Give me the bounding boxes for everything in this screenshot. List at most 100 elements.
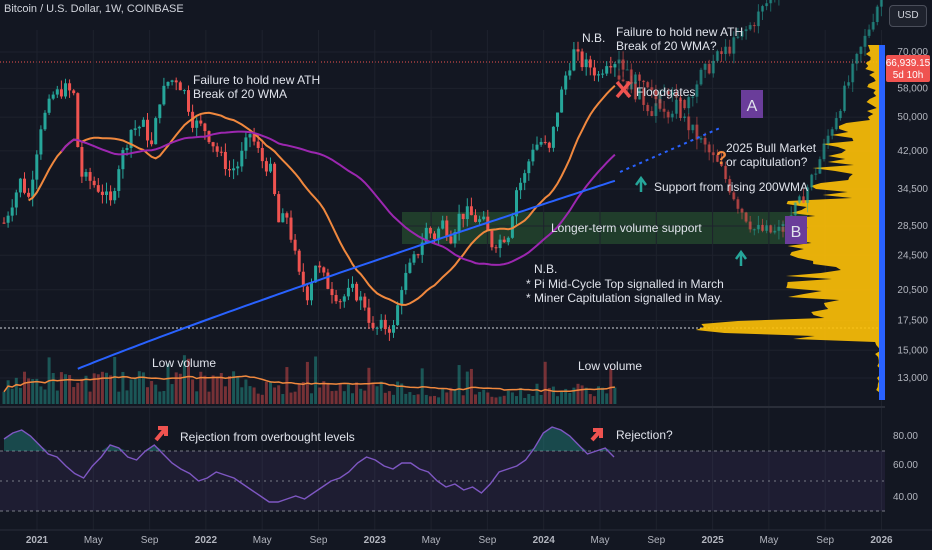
candle-body [59,89,63,97]
volume-bar [338,383,342,404]
volume-bar [424,394,428,404]
volume-bar [215,376,219,404]
candle-body [178,82,182,91]
candle-body [150,140,154,145]
projection-body [642,88,646,105]
candle-body [584,59,588,68]
projection-body [658,99,662,109]
volume-bar [14,377,18,404]
up-arrow-icon-2 [734,249,748,266]
projection-body [720,51,723,55]
candle-body [84,172,88,177]
annotation-ath1-l1: Failure to hold new ATH [193,73,320,87]
candle-body [556,112,559,127]
volume-bar [392,394,395,404]
candle-body [506,237,510,243]
candle-body [531,149,535,162]
candle-body [576,49,580,52]
candle-body [170,80,174,82]
volume-bar [199,371,203,404]
candle-body [125,147,129,151]
candle-body [597,74,600,76]
candle-body [547,142,551,148]
projection-body [761,6,764,12]
currency-button[interactable]: USD [889,5,927,27]
volume-bar [564,388,568,404]
volume-bar [23,371,26,404]
volume-bar [301,381,305,404]
candle-body [318,265,322,268]
candle-body [568,70,572,76]
candle-body [560,89,564,113]
projection-body [810,174,814,188]
volume-bar [506,390,510,404]
question-mark-icon: ? [716,148,727,168]
volume-bar [137,371,141,404]
volume-bar [277,385,281,404]
projection-body [646,82,650,88]
volume-bar [457,365,461,404]
rsi-line [3,426,615,503]
candle-body [23,178,26,193]
candle-body [490,230,494,248]
candle-body [129,129,133,148]
volume-bar [379,381,383,404]
candle-body [47,98,51,113]
projection-body [654,89,658,100]
volume-bar [285,367,289,404]
projection-body [830,129,834,136]
volume-bar [178,373,182,404]
candle-body [564,75,568,90]
rsi-band [0,451,885,511]
volume-bar [84,375,88,404]
volume-bar [96,374,100,404]
candle-body [248,134,252,138]
volume-bar [68,375,72,404]
candle-body [539,141,543,145]
projection-body [822,143,826,160]
projection-body [736,199,740,209]
volume-bar [355,382,359,404]
volume-bar [35,378,39,404]
volume-bar [412,394,416,404]
projection-body [752,229,756,231]
candle-body [613,64,617,68]
volume-bar [162,390,166,404]
candle-body [498,239,502,249]
price-tick-label: 50,000 [897,112,928,123]
projection-body [679,99,682,101]
projection-body [695,84,699,97]
projection-body [621,79,625,82]
volume-bar [310,393,313,404]
projection-body [826,135,830,144]
volume-bar [252,387,256,404]
candle-body [482,216,486,220]
volume-bar [281,393,285,404]
candle-body [527,161,531,174]
projection-body [715,155,719,162]
volume-bar [441,388,445,404]
price-tag-countdown: 5d 10h [893,70,924,81]
time-tick-label: 2022 [195,535,218,546]
projection-body [666,91,670,95]
projection-body [728,179,732,193]
volume-bar [330,391,334,404]
projection-body [691,96,695,98]
annotation-rsi-rejection-1: Rejection from overbought levels [180,430,355,444]
projection-body [638,88,641,100]
volume-bar [408,392,412,404]
projection-body [761,224,764,231]
projection-body [740,31,744,37]
volume-bar [543,361,547,404]
volume-bar [592,396,596,404]
volume-bar [605,393,609,404]
candle-body [88,172,92,181]
candle-body [494,247,498,249]
volume-bar [523,397,527,404]
projection-body [752,25,756,27]
volume-bar [486,392,490,404]
projection-body [699,69,703,85]
volume-bar [527,394,531,404]
volume-bar [219,372,223,404]
